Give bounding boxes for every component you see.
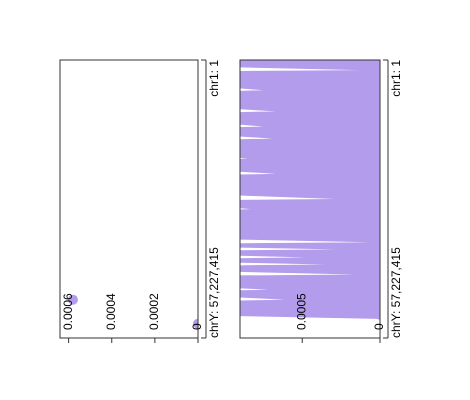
x-tick-label: chr1: 1 — [389, 60, 403, 97]
x-tick-label: chrY: 57,227,415 — [389, 247, 403, 338]
point — [67, 294, 78, 305]
point — [193, 318, 198, 329]
plot-frame — [59, 59, 199, 339]
y-tick-label: 0 — [372, 323, 386, 330]
y-tick-label: 0.0002 — [147, 293, 161, 330]
x-tick-label: chr1: 1 — [207, 60, 221, 97]
y-tick-label: 0 — [190, 323, 204, 330]
area — [240, 60, 380, 338]
plot-frame — [239, 59, 381, 339]
x-tick-label: chrY: 57,227,415 — [207, 247, 221, 338]
y-tick-label: 0.0006 — [61, 293, 75, 330]
y-tick-label: 0.0004 — [104, 293, 118, 330]
y-tick-label: 0.0005 — [294, 293, 308, 330]
